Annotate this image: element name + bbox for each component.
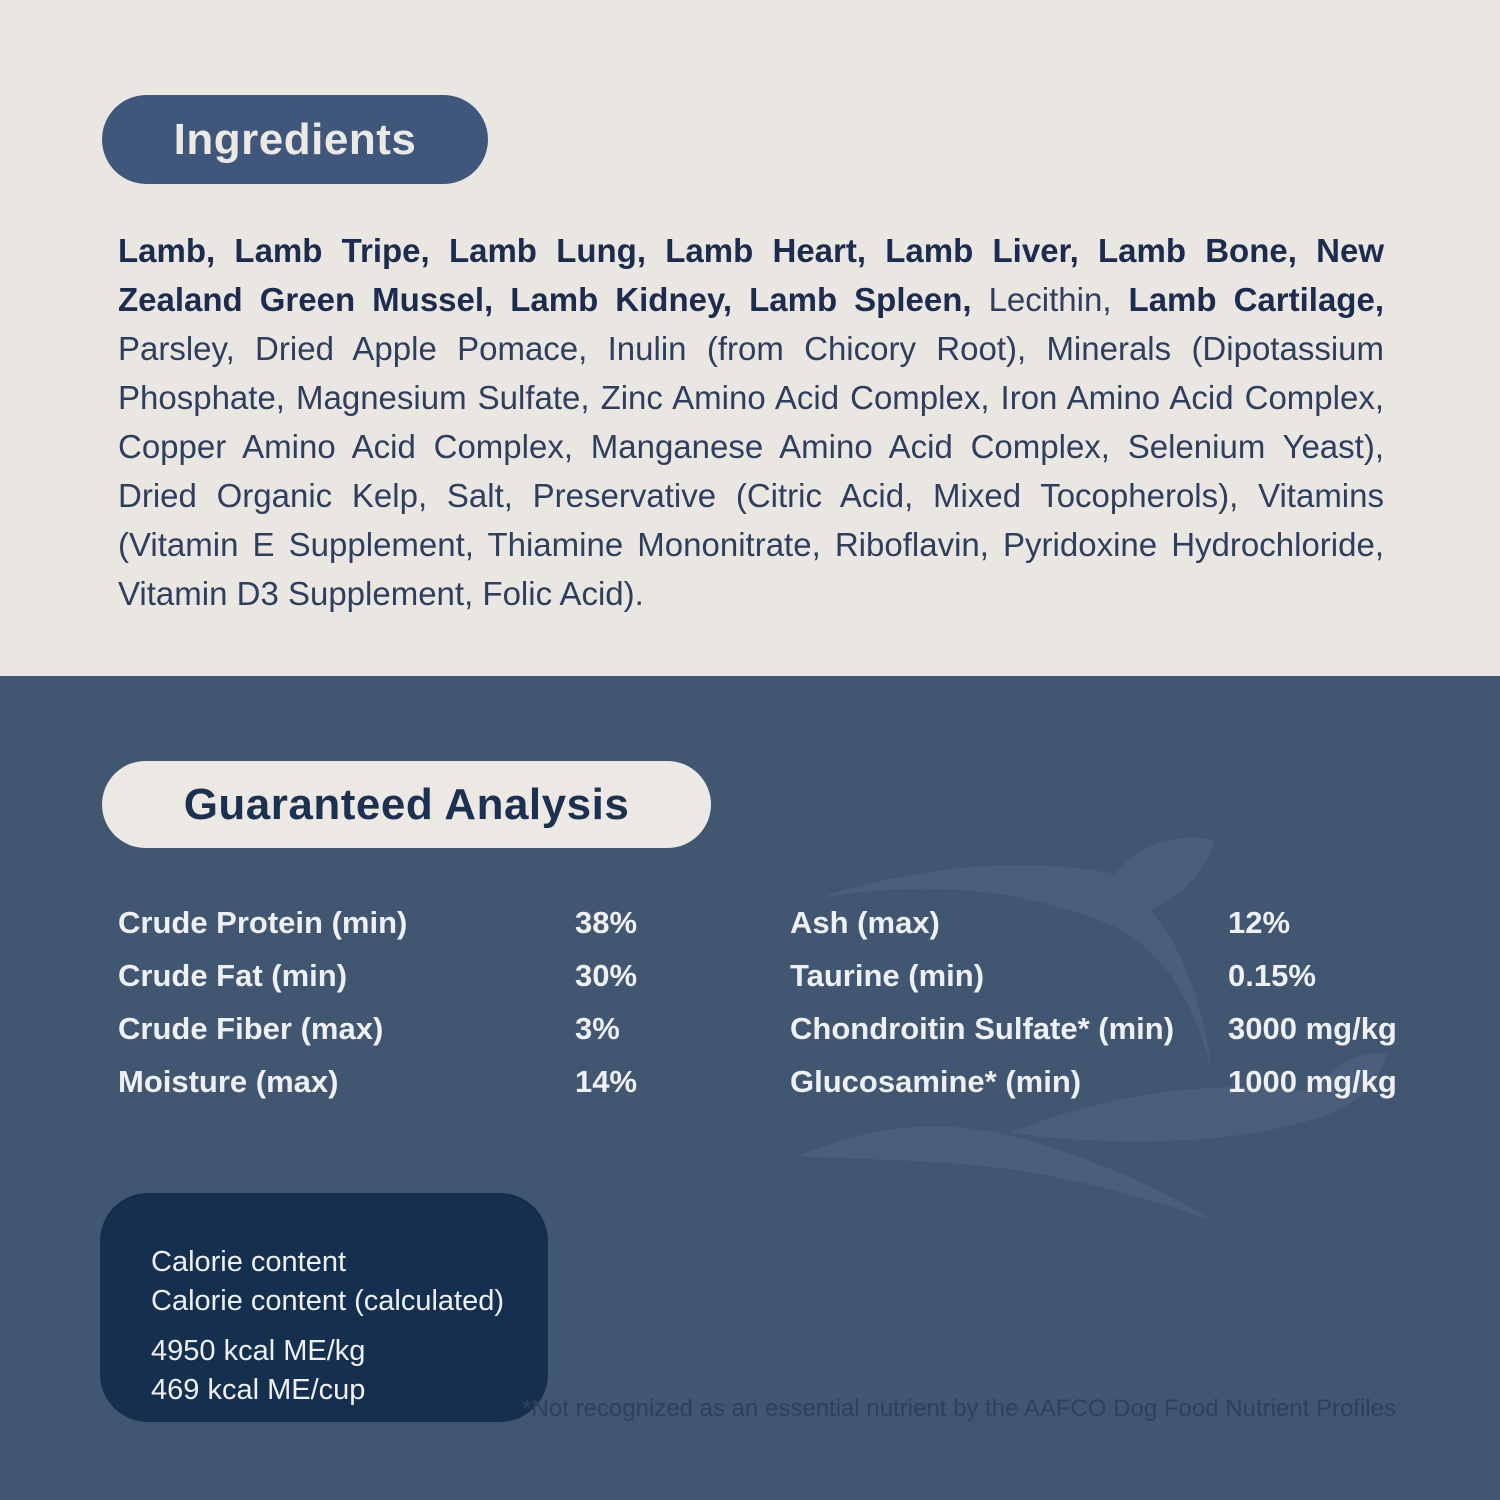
analysis-row-label: Chondroitin Sulfate* (min) — [790, 1010, 1175, 1046]
calorie-content-values: 4950 kcal ME/kg 469 kcal ME/cup — [151, 1332, 508, 1410]
analysis-row-label: Glucosamine* (min) — [790, 1063, 1082, 1099]
analysis-row-value: 38% — [575, 904, 638, 940]
analysis-row-value: 14% — [575, 1063, 638, 1099]
ingredient-segment: Lecithin, — [988, 281, 1129, 318]
analysis-row-label: Crude Protein (min) — [118, 904, 408, 940]
calorie-content-box: Calorie content Calorie content (calculat… — [100, 1193, 548, 1422]
analysis-row-label: Moisture (max) — [118, 1063, 339, 1099]
analysis-row-value: 1000 mg/kg — [1228, 1063, 1397, 1099]
guaranteed-analysis-heading-label: Guaranteed Analysis — [183, 779, 630, 829]
ingredients-paragraph: Lamb, Lamb Tripe, Lamb Lung, Lamb Heart,… — [118, 226, 1384, 618]
guaranteed-analysis-heading: Guaranteed Analysis — [102, 761, 711, 848]
ingredient-segment-bold: Lamb, Lamb Tripe, Lamb Lung, Lamb Heart,… — [118, 232, 1384, 318]
wave-swoosh-bottom — [800, 1126, 1215, 1222]
wave-swoosh-middle — [1010, 1053, 1387, 1142]
ingredients-heading-label: Ingredients — [173, 114, 417, 164]
analysis-table-left-column: Crude Protein (min) 38% Crude Fat (min) 30%… — [118, 896, 778, 1108]
ingredient-segment: Parsley, Dried Apple Pomace, Inulin (fro… — [118, 330, 1384, 612]
analysis-row-value: 3% — [575, 1010, 620, 1046]
ingredient-segment-bold: Lamb Cartilage, — [1128, 281, 1384, 318]
ingredients-heading: Ingredients — [102, 95, 488, 184]
analysis-row-value: 12% — [1228, 904, 1291, 940]
guaranteed-analysis-section: Guaranteed Analysis Crude Protein (min) 3… — [0, 676, 1500, 1500]
analysis-table-right-column: Ash (max) 12% Taurine (min) 0.15% Chondroiti… — [790, 896, 1398, 1108]
analysis-row-label: Ash (max) — [790, 904, 940, 940]
analysis-row-label: Taurine (min) — [790, 957, 985, 993]
calorie-value-line: 4950 kcal ME/kg — [151, 1335, 366, 1367]
analysis-row-value: 30% — [575, 957, 638, 993]
analysis-row-label: Crude Fiber (max) — [118, 1010, 384, 1046]
ingredients-section: Ingredients Lamb, Lamb Tripe, Lamb Lung,… — [0, 0, 1500, 676]
aafco-footnote: *Not recognized as an essential nutrient… — [522, 1395, 1396, 1422]
calorie-label-line: Calorie content (calculated) — [151, 1285, 505, 1317]
calorie-content-labels: Calorie content Calorie content (calculat… — [151, 1243, 508, 1321]
analysis-row-label: Crude Fat (min) — [118, 957, 348, 993]
calorie-value-line: 469 kcal ME/cup — [151, 1374, 366, 1406]
wave-watermark-graphic — [800, 837, 1387, 1222]
wave-swoosh-top — [820, 837, 1215, 1068]
analysis-row-value: 3000 mg/kg — [1228, 1010, 1397, 1046]
analysis-row-value: 0.15% — [1228, 957, 1316, 993]
calorie-label-line: Calorie content — [151, 1246, 347, 1278]
